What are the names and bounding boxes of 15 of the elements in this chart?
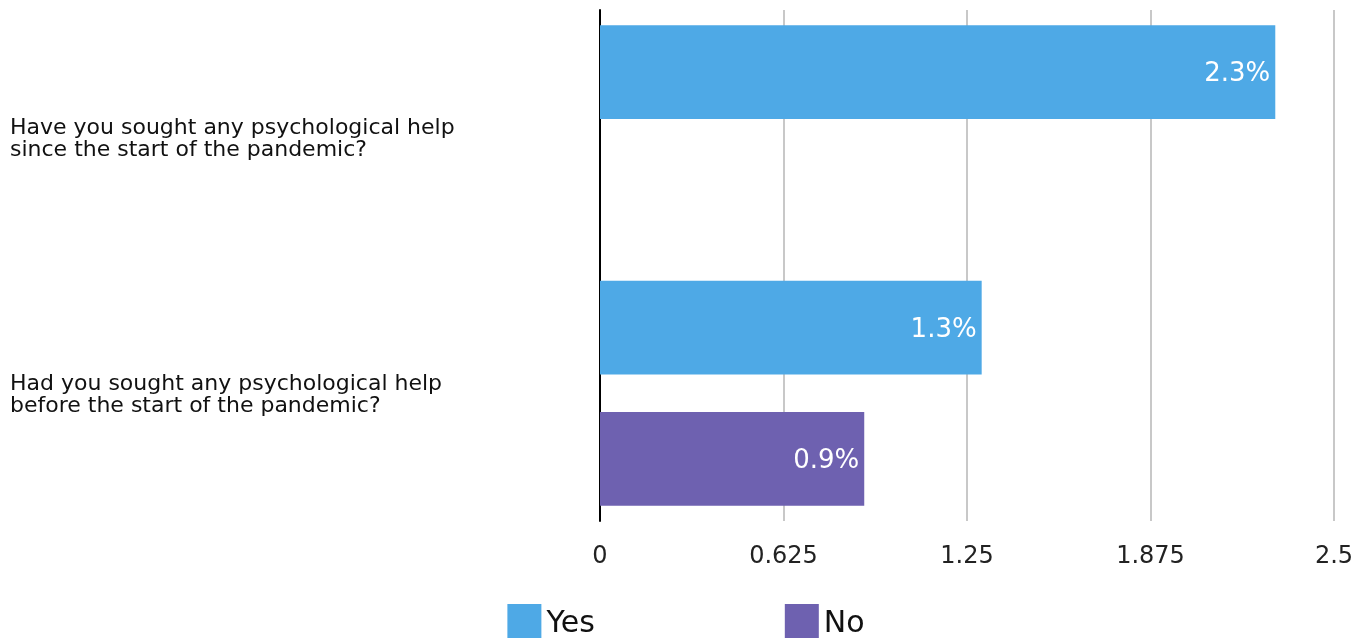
x-tick-label: 1.25: [940, 541, 994, 569]
legend-label: No: [823, 603, 865, 639]
legend-label: Yes: [545, 603, 595, 639]
bar: [600, 280, 982, 375]
data-label: 0.9%: [793, 443, 860, 474]
x-tick-label: 1.875: [1116, 541, 1185, 569]
data-label: 2.3%: [1204, 57, 1271, 88]
data-label: 1.3%: [910, 312, 977, 343]
y-tick-label: Had you sought any psychological help before the start of the pandemic?: [10, 369, 450, 417]
bar: [600, 411, 865, 506]
bar: [600, 25, 1276, 120]
x-tick-label: 0.625: [749, 541, 818, 569]
x-tick-label: 2.5: [1314, 541, 1354, 569]
x-tick-label: 0: [592, 541, 608, 569]
y-tick-label: Have you sought any psychological help since the start of the pandemic?: [10, 114, 462, 162]
